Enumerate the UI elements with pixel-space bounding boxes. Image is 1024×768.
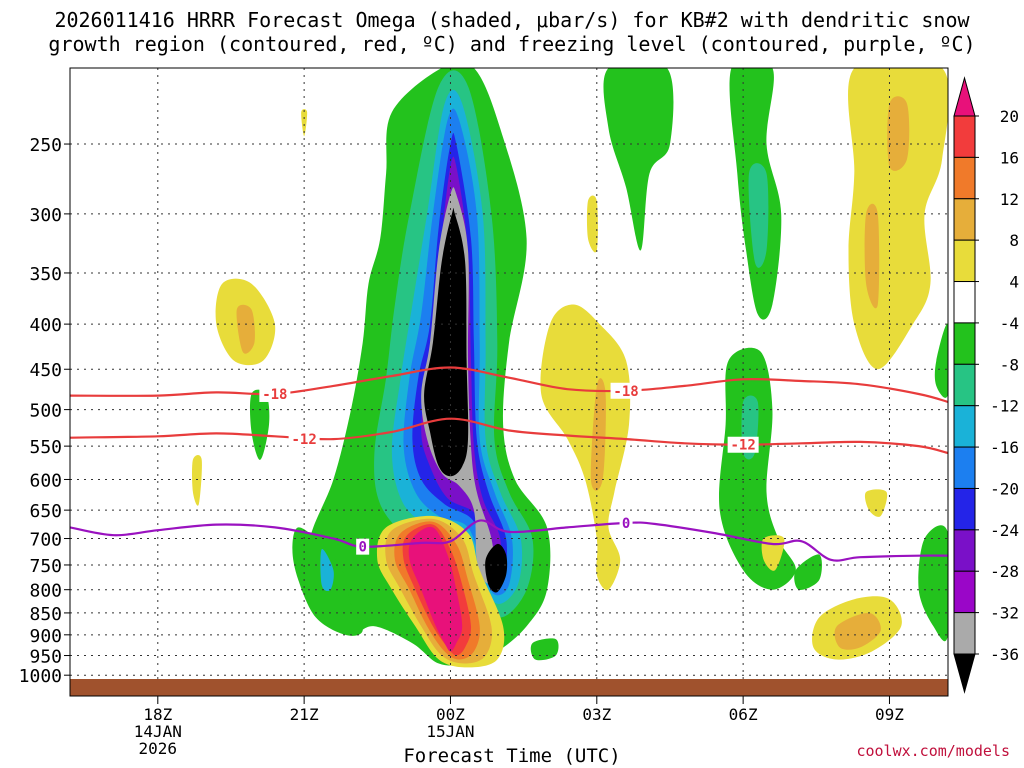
ytick-label-1000: 1000 [19, 666, 62, 687]
colorbar-top-arrow [953, 76, 976, 117]
ytick-label-700: 700 [29, 530, 62, 551]
omega-region-far-right-green-top [934, 323, 948, 398]
chart-title-line1: 2026011416 HRRR Forecast Omega (shaded, … [54, 8, 970, 32]
xtick-label-00Z: 00Z [436, 705, 465, 724]
colorbar-label--20: -20 [990, 479, 1019, 498]
colorbar-box-5 [953, 322, 976, 365]
ytick-label-400: 400 [29, 315, 62, 336]
xtick-label-18Z: 18Z [143, 705, 172, 724]
colorbar-label--28: -28 [990, 562, 1019, 581]
omega-region-right-orange-core-2 [864, 203, 880, 309]
omega-region-lower-core-black [485, 543, 508, 593]
x-axis-title: Forecast Time (UTC) [403, 745, 621, 767]
credit-link[interactable]: coolwx.com/models [856, 742, 1010, 760]
xtick-label-09Z: 09Z [875, 705, 904, 724]
colorbar-label--12: -12 [990, 397, 1019, 416]
colorbar-label-16: 16 [1000, 148, 1019, 167]
contour-label--12-1: -12 [730, 438, 755, 454]
omega-region-small-yellow-top [301, 109, 308, 137]
omega-region-top-green-right [603, 68, 674, 251]
contour-label--18-1: -18 [613, 384, 638, 400]
colorbar-label-12: 12 [1000, 190, 1019, 209]
ytick-label-900: 900 [29, 626, 62, 647]
colorbar-label-20: 20 [1000, 107, 1019, 126]
plot-frame [69, 67, 949, 697]
colorbar-box-12 [953, 612, 976, 655]
ytick-label-350: 350 [29, 264, 62, 285]
ground-surface [70, 679, 948, 696]
contour-label-bg-0-0 [356, 538, 370, 555]
contour-label-bg--12-1 [727, 436, 759, 453]
ytick-label-250: 250 [29, 135, 62, 156]
ytick-label-600: 600 [29, 470, 62, 491]
colorbar-box-10 [953, 529, 976, 572]
contour-label-bg--18-1 [610, 382, 642, 399]
ytick-label-550: 550 [29, 437, 62, 458]
colorbar-label--8: -8 [1000, 355, 1019, 374]
omega-region-mid-yellow-column [540, 304, 631, 591]
colorbar-box-2 [953, 198, 976, 241]
ytick-label-850: 850 [29, 604, 62, 625]
colorbar-label-8: 8 [1009, 231, 1019, 250]
contour-label-bg--12-0 [288, 431, 320, 448]
ytick-label-650: 650 [29, 501, 62, 522]
ytick-label-750: 750 [29, 556, 62, 577]
ytick-label-300: 300 [29, 205, 62, 226]
chart-title-line2: growth region (contoured, red, ºC) and f… [48, 32, 976, 56]
ytick-label-800: 800 [29, 581, 62, 602]
contour-label-bg--18-0 [259, 385, 291, 402]
omega-region-right-yellow-small [864, 489, 888, 517]
omega-region-right-green-sliver [794, 554, 822, 590]
omega-region-small-yellow-left [191, 454, 202, 506]
contour-label-0-0: 0 [358, 540, 366, 556]
colorbar-box-8 [953, 446, 976, 489]
xtick-label-21Z: 21Z [290, 705, 319, 724]
xtick-sublabel-15JAN: 15JAN [426, 722, 474, 741]
xtick-sublabel-2026: 2026 [139, 739, 178, 758]
contour-label--18-0: -18 [262, 387, 287, 403]
omega-region-mid-orange-column [590, 378, 606, 491]
contour-line--12 [70, 417, 948, 455]
omega-region-left-cyan-patch [320, 549, 334, 592]
omega-region-far-right-green [918, 525, 948, 642]
omega-region-mid-green-right [719, 347, 796, 590]
colorbar-box-3 [953, 239, 976, 283]
contour-line--18 [70, 366, 948, 403]
colorbar-label--32: -32 [990, 604, 1019, 623]
colorbar-label--36: -36 [990, 645, 1019, 664]
omega-region-bottom-green-blob [530, 638, 559, 661]
colorbar-box-6 [953, 363, 976, 407]
omega-region-bottom-right-orange [834, 612, 881, 650]
omega-region-positive-core-magenta [408, 526, 463, 652]
colorbar-box-7 [953, 405, 976, 448]
xtick-sublabel-14JAN: 14JAN [134, 722, 182, 741]
contour-line-0 [70, 519, 948, 562]
colorbar-label--16: -16 [990, 438, 1019, 457]
contour-label--12-0: -12 [291, 432, 316, 448]
xtick-label-03Z: 03Z [582, 705, 611, 724]
colorbar-box-1 [953, 156, 976, 200]
omega-region-small-yellow-mid [586, 195, 598, 253]
omega-region-right-teal-column [748, 163, 769, 268]
colorbar-box-0 [953, 115, 976, 158]
xtick-label-06Z: 06Z [729, 705, 758, 724]
contour-label-bg-0-1 [619, 514, 633, 531]
omega-region-left-orange-core [236, 304, 255, 354]
colorbar-box-4 [953, 281, 976, 324]
ground-strip [70, 679, 948, 696]
colorbar-box-11 [953, 570, 976, 614]
colorbar-label--24: -24 [990, 521, 1019, 540]
colorbar-label-4: 4 [1009, 273, 1019, 292]
colorbar-box-9 [953, 487, 976, 531]
ytick-label-450: 450 [29, 360, 62, 381]
colorbar-bottom-arrow [953, 653, 976, 694]
contour-label-0-1: 0 [622, 516, 630, 532]
omega-region-right-orange-cores [887, 96, 910, 171]
colorbar-label--4: -4 [1000, 314, 1019, 333]
colorbar: 20 16 12 8 4 -4 -8 -12 -16 -20 -24 -28 -32 -36 [953, 76, 1019, 694]
ytick-label-500: 500 [29, 401, 62, 422]
omega-region-small-green-left [249, 389, 270, 460]
ytick-label-950: 950 [29, 647, 62, 668]
